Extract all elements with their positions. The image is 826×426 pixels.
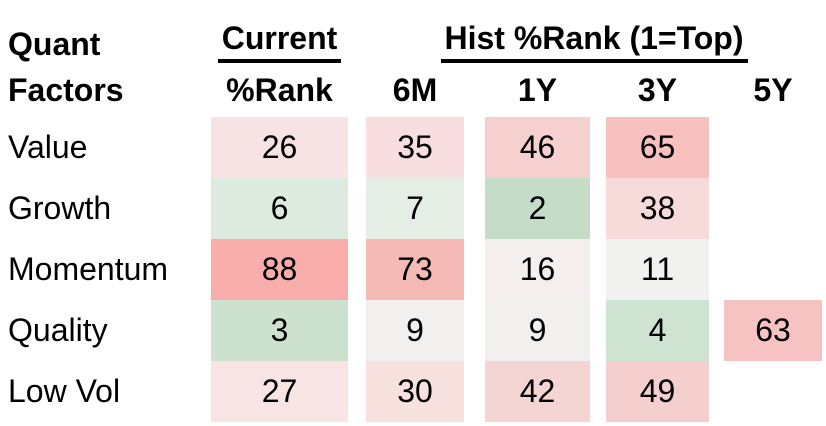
cell-growth-6m: 7 xyxy=(366,178,464,239)
cell-lowvol-5y xyxy=(724,361,822,422)
table-title-line2: Factors xyxy=(8,71,124,108)
cell-growth-1y: 2 xyxy=(485,178,590,239)
cell-value-3y: 65 xyxy=(606,117,709,178)
cell-lowvol-1y: 42 xyxy=(485,361,590,422)
hist-group-header: Hist %Rank (1=Top) xyxy=(366,10,822,63)
factor-label-value: Value xyxy=(8,129,88,165)
hist-col-header-5y: 5Y xyxy=(753,71,793,108)
cell-value-current: 26 xyxy=(211,117,348,178)
cell-growth-3y: 38 xyxy=(606,178,709,239)
cell-quality-5y: 63 xyxy=(724,300,822,361)
factor-label-momentum: Momentum xyxy=(8,251,169,287)
cell-momentum-1y: 16 xyxy=(485,239,590,300)
cell-momentum-6m: 73 xyxy=(366,239,464,300)
cell-growth-5y xyxy=(724,178,822,239)
hist-col-header-6m: 6M xyxy=(392,71,438,108)
factor-label-lowvol: Low Vol xyxy=(8,373,121,409)
cell-momentum-5y xyxy=(724,239,822,300)
hist-group-header-label: Hist %Rank (1=Top) xyxy=(440,20,748,63)
current-group-header: Current xyxy=(211,10,348,63)
table-title-line1: Quant xyxy=(8,26,101,62)
cell-lowvol-3y: 49 xyxy=(606,361,709,422)
cell-momentum-3y: 11 xyxy=(606,239,709,300)
cell-value-1y: 46 xyxy=(485,117,590,178)
factor-label-quality: Quality xyxy=(8,312,108,348)
factor-label-growth: Growth xyxy=(8,190,112,226)
hist-col-header-3y: 3Y xyxy=(637,71,678,108)
cell-momentum-current: 88 xyxy=(211,239,348,300)
cell-lowvol-6m: 30 xyxy=(366,361,464,422)
cell-lowvol-current: 27 xyxy=(211,361,348,422)
current-group-header-label: Current xyxy=(217,20,342,63)
hist-col-header-1y: 1Y xyxy=(517,71,558,108)
cell-quality-3y: 4 xyxy=(606,300,709,361)
cell-value-6m: 35 xyxy=(366,117,464,178)
cell-quality-current: 3 xyxy=(211,300,348,361)
current-subheader: %Rank xyxy=(226,71,333,108)
cell-quality-6m: 9 xyxy=(366,300,464,361)
cell-value-5y xyxy=(724,117,822,178)
cell-quality-1y: 9 xyxy=(485,300,590,361)
cell-growth-current: 6 xyxy=(211,178,348,239)
